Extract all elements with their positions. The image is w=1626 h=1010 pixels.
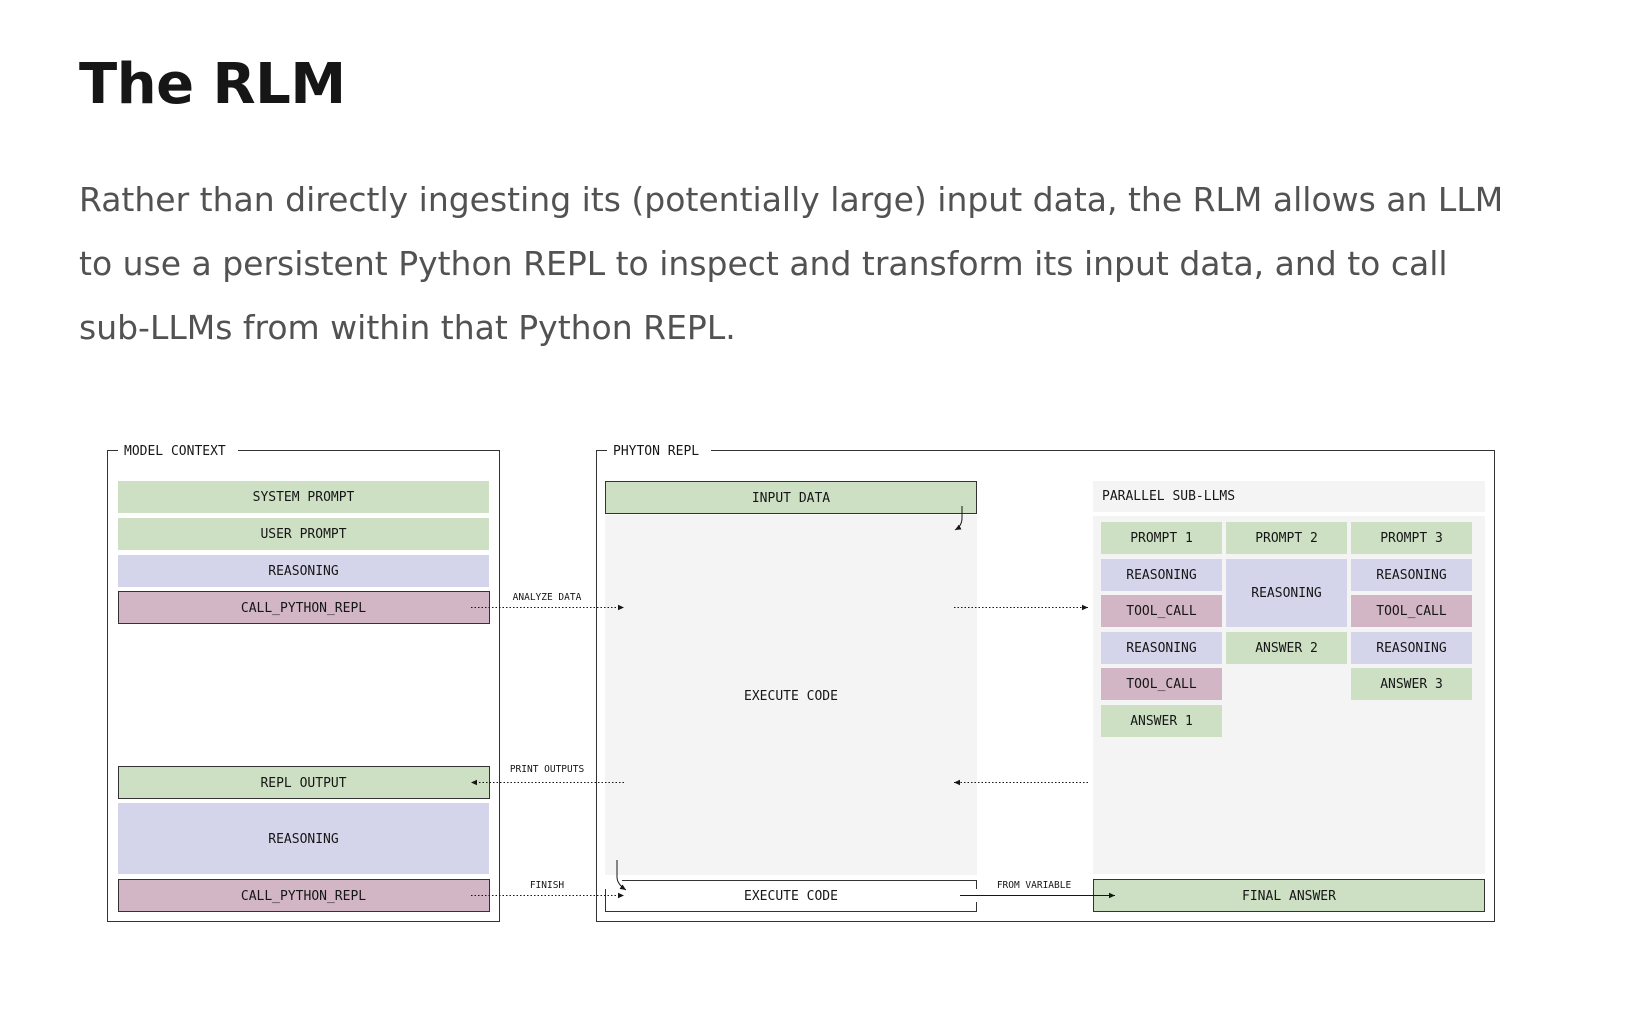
sub-llm-2-reasoning — [1226, 559, 1347, 627]
execute-code-final-label: EXECUTE CODE — [744, 889, 838, 904]
system-prompt-block — [118, 481, 489, 513]
model-context-panel: MODEL CONTEXT SYSTEM PROMPT USER PROMPT … — [107, 442, 500, 922]
input-data-block — [605, 481, 977, 514]
repl-output-label: REPL OUTPUT — [260, 776, 346, 791]
parallel-sub-llms-label: PARALLEL SUB-LLMS — [1102, 489, 1235, 504]
sub-llm-3-reasoning-2 — [1351, 632, 1472, 664]
sub-llm-3-answer-label: ANSWER 3 — [1380, 677, 1443, 692]
call-python-repl-label: CALL_PYTHON_REPL — [241, 601, 366, 616]
sub-llm-3-tool-call-label: TOOL_CALL — [1376, 604, 1447, 619]
reasoning-block — [118, 555, 489, 587]
print-outputs-label: PRINT OUTPUTS — [510, 764, 585, 775]
reasoning-label: REASONING — [268, 564, 339, 579]
sub-llm-2-answer — [1226, 632, 1347, 664]
sub-llm-1-reasoning — [1101, 559, 1222, 591]
sub-llm-1-answer-label: ANSWER 1 — [1130, 714, 1193, 729]
input-data-label: INPUT DATA — [752, 491, 830, 506]
sub-llm-1-tool-call-2 — [1101, 668, 1222, 700]
execute-code-final-block — [605, 880, 977, 912]
page-description: Rather than directly ingesting its (pote… — [79, 180, 1504, 347]
execute-code-area — [605, 515, 977, 875]
python-repl-panel: PHYTON REPL EXECUTE CODE INPUT DATA EXEC… — [596, 442, 1495, 922]
model-context-label: MODEL CONTEXT — [124, 444, 226, 459]
sub-llm-3-prompt-label: PROMPT 3 — [1380, 531, 1443, 546]
reasoning-block-2 — [118, 803, 489, 874]
final-answer-label: FINAL ANSWER — [1242, 889, 1336, 904]
sub-llm-3-answer — [1351, 668, 1472, 700]
sub-llm-3-reasoning-label: REASONING — [1376, 568, 1447, 583]
sub-llm-3-reasoning-2-label: REASONING — [1376, 641, 1447, 656]
sub-llm-1-tool-call-label: TOOL_CALL — [1126, 604, 1197, 619]
sub-llm-3-prompt — [1351, 522, 1472, 554]
sub-llm-1-prompt-label: PROMPT 1 — [1130, 531, 1193, 546]
from-variable-label: FROM VARIABLE — [997, 880, 1072, 891]
connector-arrows: ANALYZE DATA PRINT OUTPUTS FINISH FROM V… — [471, 592, 1115, 899]
call-python-repl-label-2: CALL_PYTHON_REPL — [241, 889, 366, 904]
sub-llm-1-answer — [1101, 705, 1222, 737]
sub-llm-3-reasoning — [1351, 559, 1472, 591]
sub-llm-1-tool-call-2-label: TOOL_CALL — [1126, 677, 1197, 692]
sub-llm-2-prompt — [1226, 522, 1347, 554]
sub-llm-2-answer-label: ANSWER 2 — [1255, 641, 1318, 656]
call-python-repl-block — [118, 591, 490, 624]
analyze-data-label: ANALYZE DATA — [513, 592, 582, 603]
call-python-repl-block-2 — [118, 879, 490, 912]
sub-llm-1-reasoning-2 — [1101, 632, 1222, 664]
repl-output-block — [118, 766, 490, 799]
final-answer-block — [1093, 879, 1485, 912]
finish-label: FINISH — [530, 880, 565, 891]
sub-llm-1-reasoning-2-label: REASONING — [1126, 641, 1197, 656]
sub-llm-1-reasoning-label: REASONING — [1126, 568, 1197, 583]
reasoning-label-2: REASONING — [268, 832, 339, 847]
user-prompt-block — [118, 518, 489, 550]
system-prompt-label: SYSTEM PROMPT — [253, 490, 355, 505]
python-repl-label: PHYTON REPL — [613, 444, 699, 459]
sub-llm-3-tool-call — [1351, 595, 1472, 627]
sub-llm-2-reasoning-label: REASONING — [1251, 586, 1322, 601]
sub-llm-2-prompt-label: PROMPT 2 — [1255, 531, 1318, 546]
execute-code-label: EXECUTE CODE — [744, 689, 838, 704]
page-title: The RLM — [79, 52, 346, 117]
sub-llm-1-prompt — [1101, 522, 1222, 554]
sub-llm-1-tool-call — [1101, 595, 1222, 627]
user-prompt-label: USER PROMPT — [260, 527, 346, 542]
